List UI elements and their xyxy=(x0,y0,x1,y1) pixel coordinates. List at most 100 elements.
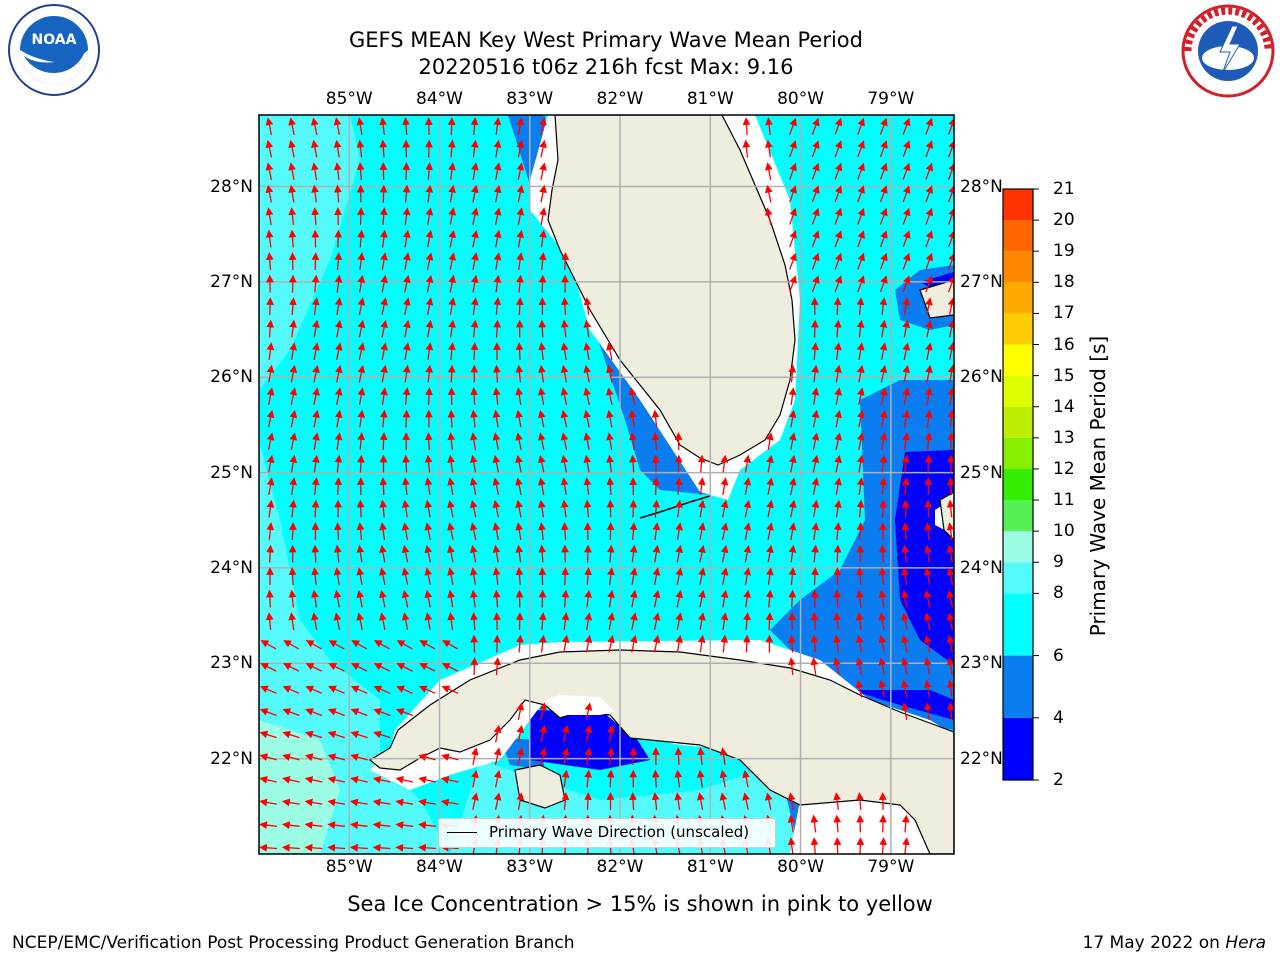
wave-direction-arrow xyxy=(902,162,911,180)
colorbar-tick-label: 8 xyxy=(1053,583,1064,604)
wave-direction-arrow xyxy=(266,364,275,383)
wave-direction-arrow xyxy=(924,432,933,451)
wave-direction-arrow xyxy=(493,252,502,271)
wave-direction-arrow xyxy=(810,814,819,833)
wave-direction-arrow xyxy=(470,342,479,361)
footer-date: 17 May 2022 on Hera xyxy=(1083,933,1267,953)
wave-direction-arrow xyxy=(652,544,661,563)
wave-direction-arrows xyxy=(259,117,954,854)
wave-direction-arrow xyxy=(282,663,300,672)
wave-direction-arrow xyxy=(743,477,752,495)
wave-direction-arrow xyxy=(311,207,320,226)
wave-direction-arrow xyxy=(834,342,842,361)
wave-direction-arrow xyxy=(312,387,320,405)
colorbar-tick-label: 18 xyxy=(1053,272,1075,293)
wave-direction-arrow xyxy=(561,769,570,788)
wave-direction-arrow xyxy=(493,207,502,225)
wave-direction-arrow xyxy=(857,275,865,293)
wave-direction-arrow xyxy=(924,387,933,406)
lon-tick-label-bottom: 85°W xyxy=(325,857,373,877)
wave-direction-arrow xyxy=(651,769,660,788)
wave-direction-arrow xyxy=(789,185,797,203)
wave-direction-arrow xyxy=(834,207,843,225)
colorbar-tick-label: 13 xyxy=(1053,427,1075,448)
wave-direction-arrow xyxy=(373,708,391,717)
wave-direction-arrow xyxy=(516,702,525,720)
wave-direction-arrow xyxy=(402,454,410,473)
wave-direction-arrow xyxy=(606,454,615,473)
wave-direction-arrow xyxy=(289,387,298,405)
wave-direction-arrow xyxy=(289,454,298,473)
wave-direction-arrow xyxy=(925,207,934,225)
wave-direction-arrow xyxy=(765,567,774,586)
wave-direction-arrow xyxy=(357,319,366,338)
wave-direction-arrow xyxy=(310,139,319,158)
wave-direction-arrow xyxy=(441,685,459,694)
colorbar-segment xyxy=(1003,500,1033,532)
colorbar-tick-label: 4 xyxy=(1053,707,1064,728)
wave-direction-arrow xyxy=(834,140,843,158)
wave-direction-arrow xyxy=(350,753,368,761)
wave-direction-arrow xyxy=(356,589,365,608)
wave-direction-arrow xyxy=(947,409,954,428)
wave-direction-arrow xyxy=(327,708,345,717)
wave-direction-arrow xyxy=(380,387,388,406)
wave-direction-arrow xyxy=(856,297,865,316)
wave-direction-arrow xyxy=(259,708,277,717)
wave-direction-arrow xyxy=(515,342,524,361)
wave-direction-arrow xyxy=(289,477,298,496)
wave-direction-arrow xyxy=(379,589,387,608)
ocean-2-4s-region xyxy=(895,450,954,665)
wave-direction-arrow xyxy=(515,297,524,316)
wave-direction-arrow xyxy=(395,776,414,784)
wave-direction-arrow xyxy=(947,207,954,225)
wave-direction-arrow xyxy=(471,747,479,765)
wave-direction-arrow xyxy=(947,297,954,315)
wave-direction-arrow xyxy=(902,342,911,360)
wave-direction-arrow xyxy=(266,477,275,496)
colorbar-tick-label: 20 xyxy=(1053,210,1075,231)
lon-tick-label-bottom: 81°W xyxy=(686,857,734,877)
wave-direction-arrow xyxy=(538,319,547,338)
wave-direction-arrow xyxy=(334,297,343,316)
wave-direction-arrow xyxy=(448,319,456,338)
wave-direction-arrow xyxy=(788,634,796,653)
wave-direction-arrow xyxy=(283,640,300,650)
wave-direction-arrow xyxy=(606,477,615,496)
wave-direction-arrow xyxy=(470,117,479,136)
wave-direction-arrow xyxy=(327,821,346,830)
wave-direction-arrow xyxy=(424,567,433,585)
wave-direction-arrow xyxy=(607,612,615,630)
wave-direction-arrow xyxy=(766,454,774,473)
wave-direction-arrow xyxy=(260,640,277,650)
wave-direction-arrow xyxy=(380,297,388,315)
wave-direction-arrow xyxy=(878,544,887,563)
wave-direction-arrow xyxy=(765,139,773,158)
wave-direction-arrow xyxy=(560,499,569,518)
wave-direction-arrow xyxy=(925,319,933,338)
wave-direction-arrow xyxy=(539,162,547,180)
wave-direction-arrow xyxy=(924,499,933,518)
wave-direction-arrow xyxy=(418,753,436,761)
wave-direction-arrow xyxy=(879,185,888,203)
colorbar-segment xyxy=(1003,344,1033,376)
wave-direction-arrow xyxy=(743,589,751,608)
wave-direction-arrow xyxy=(811,499,820,518)
wave-direction-arrow xyxy=(311,454,320,473)
wave-direction-arrow xyxy=(765,162,773,181)
wave-direction-arrow xyxy=(441,753,459,761)
wave-direction-arrow xyxy=(334,409,343,428)
wave-direction-arrow xyxy=(607,589,615,608)
wave-direction-arrow xyxy=(538,342,546,361)
wave-direction-arrow xyxy=(327,798,346,807)
wave-direction-arrow xyxy=(697,634,706,653)
wave-direction-arrow xyxy=(356,117,365,136)
wave-direction-arrow xyxy=(380,319,388,338)
wave-direction-arrow xyxy=(583,409,591,428)
wave-direction-arrow xyxy=(493,162,502,180)
legend: Primary Wave Direction (unscaled) xyxy=(438,818,776,848)
wave-direction-arrow xyxy=(418,798,436,807)
wave-direction-arrow xyxy=(265,184,274,203)
wave-direction-arrow xyxy=(266,409,275,428)
ocean-9-10s-region xyxy=(259,720,340,854)
